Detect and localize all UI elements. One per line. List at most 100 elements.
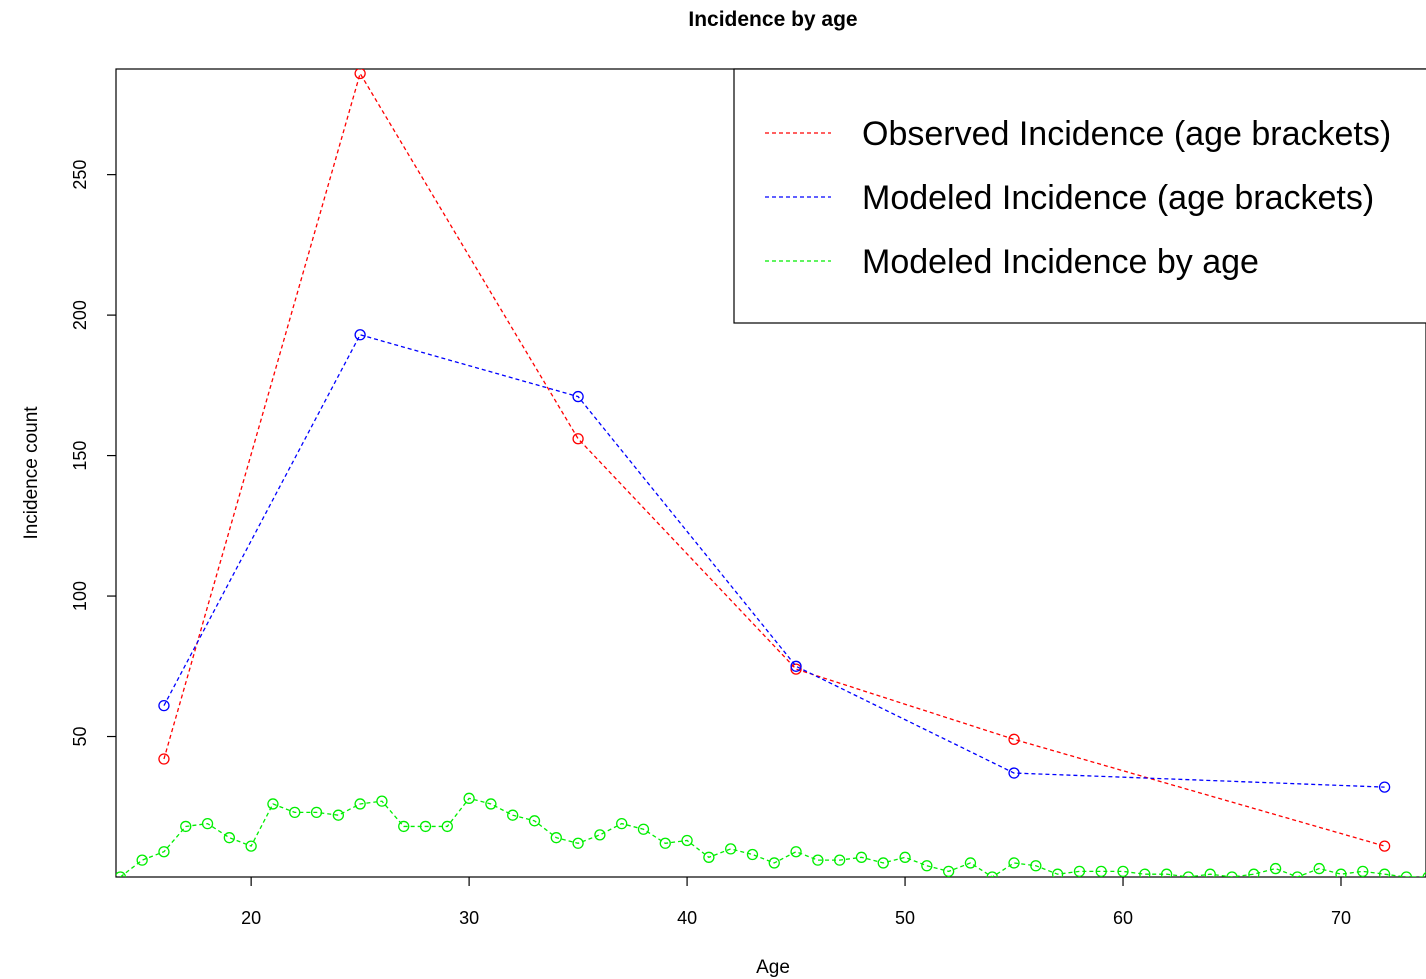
legend-entry: Observed Incidence (age brackets) bbox=[765, 115, 1391, 153]
data-point bbox=[834, 854, 846, 866]
data-point bbox=[637, 823, 650, 835]
data-point bbox=[1095, 865, 1107, 877]
data-point bbox=[158, 846, 170, 858]
data-point bbox=[223, 832, 235, 844]
legend-entry: Modeled Incidence (age brackets) bbox=[765, 179, 1374, 217]
data-point bbox=[746, 848, 759, 861]
data-point bbox=[572, 390, 584, 403]
series-2 bbox=[116, 792, 1426, 877]
data-point bbox=[572, 433, 584, 445]
data-point bbox=[158, 699, 170, 712]
data-point bbox=[1357, 865, 1369, 877]
data-point bbox=[986, 871, 998, 877]
data-point bbox=[812, 854, 824, 866]
data-point bbox=[289, 806, 301, 819]
data-point bbox=[116, 871, 127, 877]
legend-label: Observed Incidence (age brackets) bbox=[862, 115, 1391, 153]
data-point bbox=[768, 857, 780, 869]
data-point bbox=[1182, 871, 1195, 877]
x-tick-label: 20 bbox=[241, 908, 261, 928]
data-point bbox=[398, 820, 410, 833]
data-point bbox=[790, 846, 802, 858]
data-point bbox=[1378, 868, 1391, 877]
y-axis-label: Incidence count bbox=[21, 406, 42, 540]
data-point bbox=[1204, 868, 1216, 877]
data-point bbox=[1269, 862, 1282, 875]
data-point bbox=[1335, 868, 1347, 877]
x-axis-label: Age bbox=[756, 957, 790, 978]
data-point bbox=[703, 851, 715, 863]
y-tick-label: 150 bbox=[70, 441, 90, 471]
legend-box bbox=[733, 68, 1426, 324]
y-axis: 50 100 150 200 250 bbox=[70, 160, 116, 747]
series-layer bbox=[116, 69, 1426, 877]
data-point bbox=[1248, 868, 1260, 877]
x-tick-label: 40 bbox=[677, 908, 697, 928]
y-tick-label: 200 bbox=[70, 300, 90, 330]
data-point bbox=[921, 860, 933, 872]
data-point bbox=[507, 809, 519, 821]
x-tick-label: 50 bbox=[895, 908, 915, 928]
data-point bbox=[1291, 871, 1304, 877]
data-point bbox=[463, 792, 475, 804]
data-point bbox=[572, 837, 584, 849]
chart-title: Incidence by age bbox=[688, 8, 857, 31]
legend-label: Modeled Incidence by age bbox=[862, 243, 1259, 281]
data-point bbox=[1008, 767, 1020, 779]
legend-label: Modeled Incidence (age brackets) bbox=[862, 179, 1374, 217]
x-tick-label: 60 bbox=[1113, 908, 1133, 928]
data-point bbox=[725, 843, 737, 855]
data-point bbox=[681, 834, 693, 847]
data-point bbox=[528, 815, 541, 827]
data-point bbox=[354, 69, 366, 80]
data-point bbox=[245, 840, 257, 852]
data-point bbox=[964, 857, 977, 869]
legend-entry: Modeled Incidence by age bbox=[765, 243, 1259, 281]
data-point bbox=[1378, 840, 1391, 852]
x-tick-label: 70 bbox=[1331, 908, 1351, 928]
data-point bbox=[1008, 857, 1020, 869]
data-point bbox=[1313, 862, 1325, 875]
data-point bbox=[332, 809, 344, 821]
data-point bbox=[310, 806, 323, 819]
data-point bbox=[790, 663, 802, 675]
data-point bbox=[1073, 865, 1086, 877]
y-tick-label: 250 bbox=[70, 160, 90, 190]
data-point bbox=[855, 851, 868, 863]
data-point bbox=[594, 829, 606, 841]
data-point bbox=[267, 798, 279, 810]
series-line bbox=[119, 797, 1426, 877]
data-point bbox=[1139, 868, 1151, 877]
data-point bbox=[790, 660, 802, 672]
data-point bbox=[1400, 871, 1413, 877]
data-point bbox=[550, 832, 562, 844]
series-line bbox=[163, 334, 1385, 788]
data-point bbox=[419, 820, 432, 833]
data-point bbox=[1008, 733, 1020, 745]
data-point bbox=[1030, 860, 1042, 872]
series-line bbox=[163, 71, 1385, 847]
data-point bbox=[659, 837, 671, 849]
data-point bbox=[1117, 865, 1129, 877]
data-point bbox=[1051, 868, 1064, 877]
series-0 bbox=[158, 69, 1391, 852]
y-tick-label: 100 bbox=[70, 581, 90, 611]
x-axis: 20 30 40 50 60 70 bbox=[241, 877, 1351, 928]
data-point bbox=[1378, 781, 1391, 793]
data-point bbox=[485, 798, 497, 810]
data-point bbox=[354, 798, 366, 810]
data-point bbox=[158, 753, 170, 765]
data-point bbox=[942, 865, 955, 877]
x-tick-label: 30 bbox=[459, 908, 479, 928]
data-point bbox=[877, 857, 889, 869]
data-point bbox=[899, 851, 911, 863]
data-point bbox=[376, 795, 388, 807]
y-tick-label: 50 bbox=[70, 727, 90, 747]
data-point bbox=[201, 817, 214, 830]
data-point bbox=[180, 820, 192, 833]
data-point bbox=[616, 817, 628, 830]
data-point bbox=[136, 854, 148, 866]
data-point bbox=[1226, 871, 1238, 877]
data-point bbox=[441, 820, 453, 833]
